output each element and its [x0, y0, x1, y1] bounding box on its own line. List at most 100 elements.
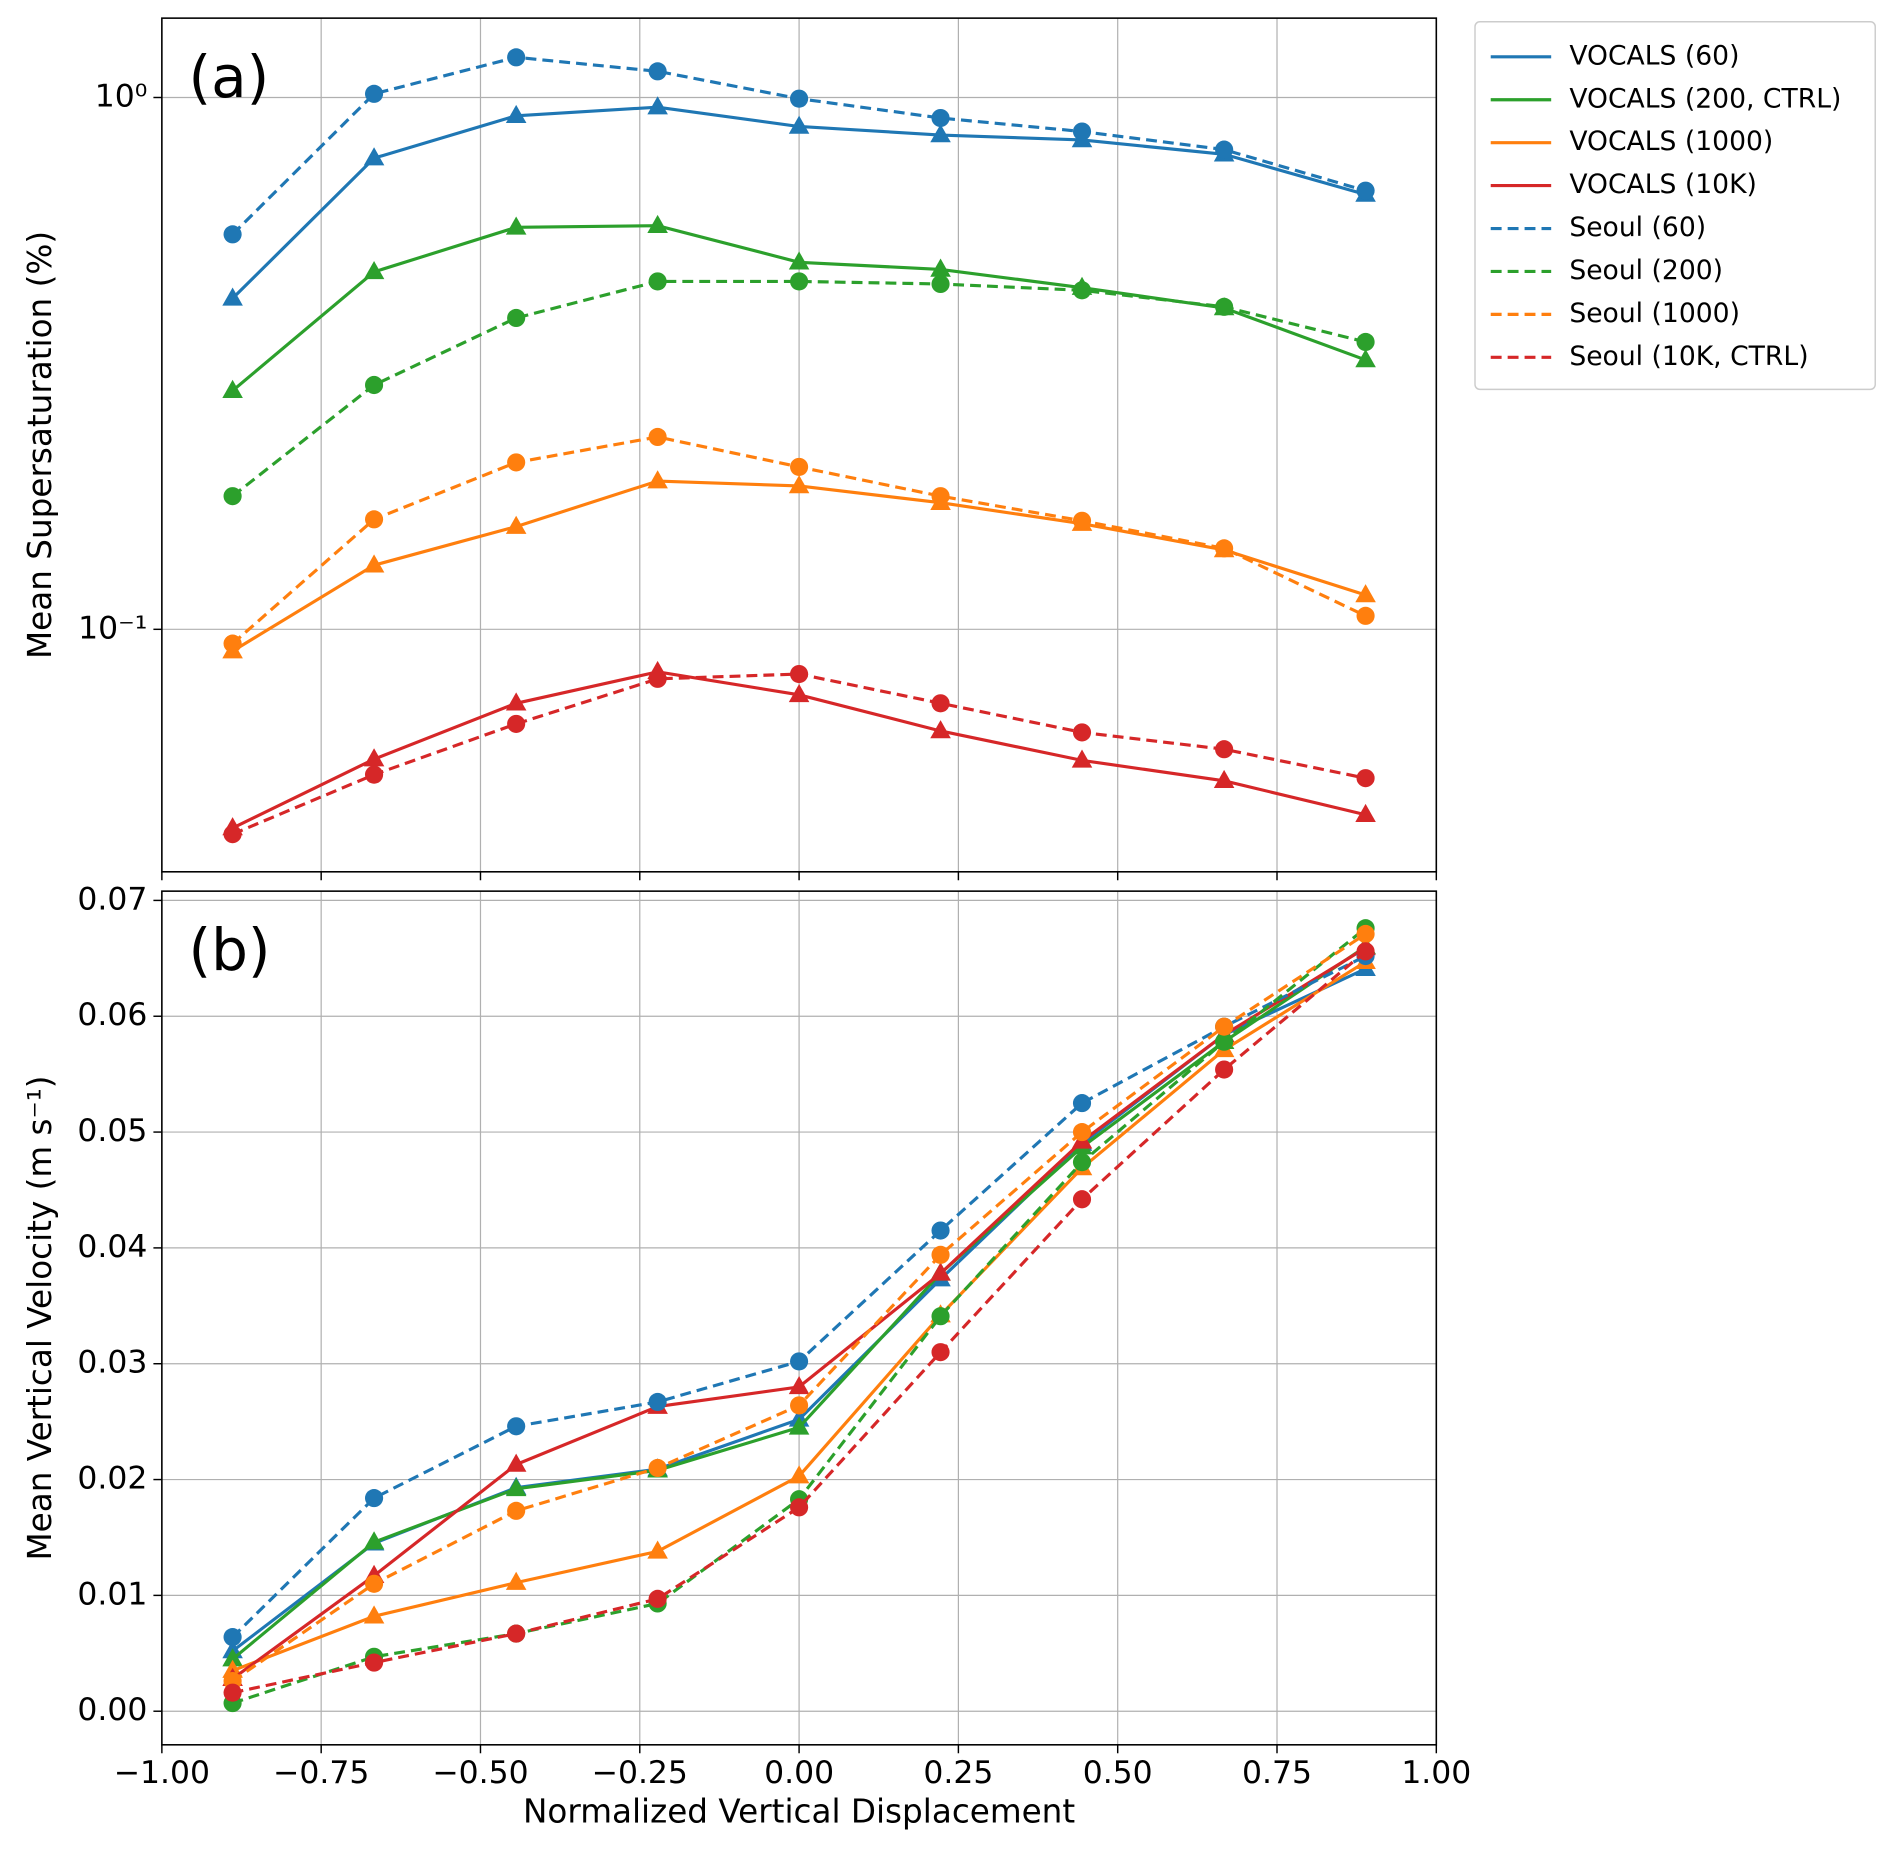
marker [931, 1245, 950, 1264]
legend-label: Seoul (10K, CTRL) [1569, 341, 1808, 372]
marker [1356, 769, 1375, 788]
marker [364, 1574, 384, 1593]
marker [931, 487, 950, 506]
marker [1072, 1190, 1092, 1209]
marker [1215, 539, 1234, 558]
marker [505, 1571, 527, 1590]
marker [363, 261, 385, 280]
marker [1356, 332, 1375, 352]
x-tick-label: −0.25 [592, 1755, 688, 1791]
marker [930, 720, 951, 739]
legend-label: VOCALS (10K) [1569, 169, 1757, 200]
y-tick-label: 0.04 [77, 1229, 147, 1265]
marker [505, 515, 527, 534]
marker [223, 634, 242, 653]
marker [931, 1343, 950, 1362]
marker [788, 1416, 810, 1435]
marker [363, 1531, 385, 1550]
marker [648, 1458, 667, 1478]
marker [364, 1653, 384, 1672]
x-tick-label: 1.00 [1401, 1755, 1471, 1791]
x-tick-label: 0.75 [1242, 1755, 1312, 1791]
marker [1356, 606, 1375, 625]
y-tick-label: 0.03 [77, 1345, 147, 1381]
marker [507, 453, 526, 472]
marker [223, 225, 242, 244]
marker [790, 664, 809, 684]
y-tick-label: 0.07 [77, 881, 147, 917]
marker [788, 1465, 810, 1484]
marker [648, 427, 667, 447]
plot-area [222, 919, 1376, 1713]
plot-area [222, 48, 1376, 844]
marker [505, 216, 527, 235]
legend-box [1474, 21, 1876, 391]
marker [648, 1589, 667, 1608]
marker [505, 692, 527, 711]
marker [790, 89, 809, 108]
marker [931, 1221, 950, 1240]
marker [1355, 584, 1376, 603]
legend-label: Seoul (1000) [1569, 298, 1740, 329]
marker [222, 379, 243, 398]
marker [223, 825, 242, 844]
marker [222, 1648, 243, 1667]
marker [930, 124, 951, 143]
marker [647, 96, 668, 115]
y-axis-label: Mean Vertical Velocity (m s⁻¹) [21, 1075, 59, 1560]
marker [1072, 281, 1092, 300]
marker [788, 475, 810, 494]
marker [931, 274, 950, 294]
legend-label: VOCALS (60) [1569, 40, 1739, 71]
x-tick-label: −0.75 [273, 1755, 369, 1791]
marker [648, 272, 667, 291]
legend-label: Seoul (200) [1569, 255, 1723, 286]
marker [1356, 942, 1375, 961]
x-tick-label: 0.25 [923, 1755, 993, 1791]
marker [788, 251, 810, 270]
marker [930, 258, 951, 277]
marker [931, 1307, 950, 1326]
marker [364, 510, 384, 529]
x-tick-label: 0.50 [1083, 1755, 1153, 1791]
marker [1072, 723, 1092, 742]
marker [507, 714, 526, 733]
y-tick-label: 10⁰ [95, 78, 148, 114]
series-line [232, 950, 1367, 1695]
marker [648, 669, 667, 688]
marker [364, 84, 384, 103]
marker [1215, 297, 1234, 316]
marker [223, 1683, 242, 1702]
marker [1072, 1094, 1092, 1113]
marker [1072, 122, 1092, 141]
marker [647, 470, 668, 489]
marker [790, 272, 809, 291]
x-tick-label: −1.00 [114, 1755, 210, 1791]
marker [1215, 1060, 1234, 1079]
marker [648, 1392, 667, 1412]
y-tick-label: 0.02 [77, 1461, 147, 1497]
marker [790, 457, 809, 476]
marker [223, 487, 242, 506]
marker [1213, 769, 1235, 789]
x-tick-label: −0.50 [432, 1755, 528, 1791]
marker [930, 1262, 951, 1281]
legend-label: VOCALS (200, CTRL) [1569, 83, 1841, 114]
x-tick-label: 0.00 [764, 1755, 834, 1791]
marker [647, 1540, 668, 1559]
marker [363, 147, 385, 166]
marker [1356, 924, 1375, 944]
marker [364, 1489, 384, 1508]
marker [363, 748, 385, 767]
series-line [231, 279, 1366, 498]
marker [647, 214, 668, 233]
marker [788, 1376, 810, 1395]
marker [788, 683, 810, 703]
marker [1072, 1122, 1092, 1142]
marker [1215, 740, 1234, 759]
marker [1355, 349, 1376, 368]
marker [931, 694, 950, 713]
marker [648, 62, 667, 81]
